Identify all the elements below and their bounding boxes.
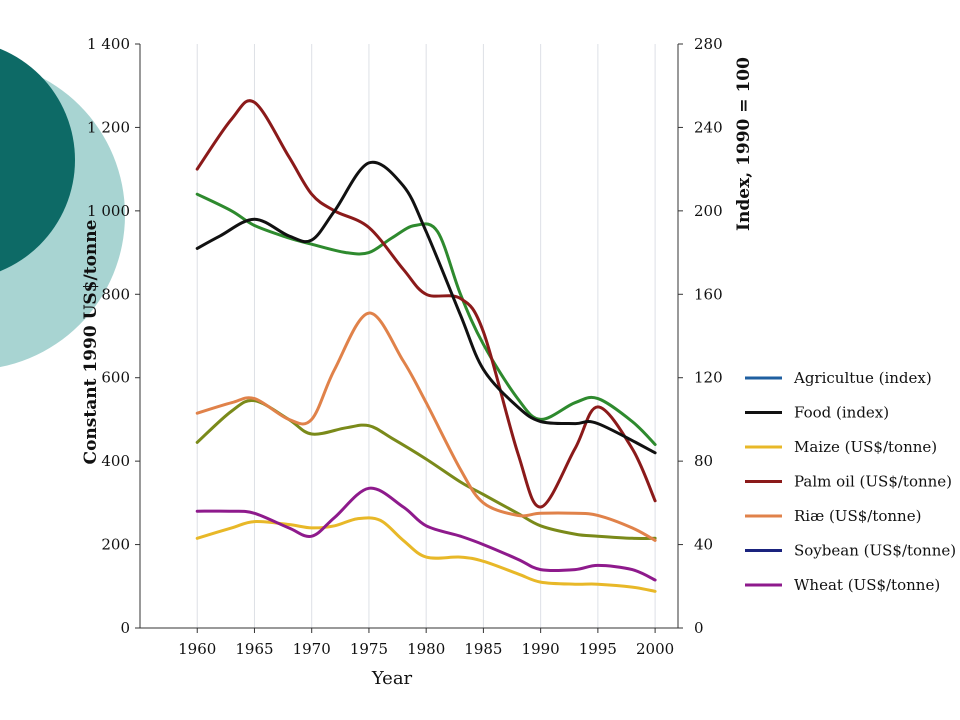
- y-tick-label-left: 1 200: [87, 118, 130, 136]
- y-tick-label-right: 0: [694, 619, 704, 637]
- legend-label: Agricultue (index): [793, 369, 932, 387]
- x-tick-label: 1985: [464, 640, 502, 658]
- legend-label: Maize (US$/tonne): [794, 438, 937, 456]
- y-tick-label-left: 600: [101, 369, 130, 387]
- series-line-6: [195, 486, 657, 582]
- x-axis-title: Year: [371, 668, 413, 689]
- y-axis-title-left: Constant 1990 US$/tonne: [81, 219, 101, 464]
- legend-entry: Soybean (US$/tonne): [745, 542, 956, 560]
- decor-circle-dark: [0, 48, 75, 272]
- y-tick-label-right: 280: [694, 35, 723, 53]
- x-tick-label: 1980: [407, 640, 445, 658]
- y-tick-label-left: 200: [101, 536, 130, 554]
- series-line-1: [195, 160, 657, 455]
- series-line-4: [195, 311, 657, 542]
- series-line-7: [195, 192, 657, 446]
- legend-label: Wheat (US$/tonne): [794, 576, 940, 594]
- x-tick-label: 1960: [178, 640, 216, 658]
- series-lines: [195, 99, 657, 593]
- tick-labels: 1960 1965 1970 1975 1980 1985 1990 1995 20000200…: [87, 35, 723, 658]
- legend-entry: Food (index): [745, 404, 889, 422]
- legend-label: Soybean (US$/tonne): [794, 542, 956, 560]
- y-tick-label-right: 240: [694, 118, 723, 136]
- y-tick-label-left: 1 400: [87, 35, 130, 53]
- y-tick-label-left: 1 000: [87, 202, 130, 220]
- legend-entry: Palm oil (US$/tonne): [745, 473, 952, 491]
- y-tick-label-left: 800: [101, 285, 130, 303]
- legend: Agricultue (index) Food (index) Maize (US$…: [745, 369, 956, 594]
- x-tick-label: 1990: [522, 640, 560, 658]
- x-tick-label: 2000: [636, 640, 674, 658]
- y-tick-label-right: 200: [694, 202, 723, 220]
- axes: [139, 44, 679, 629]
- x-tick-label: 1965: [235, 640, 273, 658]
- y-tick-label-left: 400: [101, 452, 130, 470]
- y-tick-label-right: 40: [694, 536, 713, 554]
- legend-entry: Maize (US$/tonne): [745, 438, 937, 456]
- legend-entry: Agricultue (index): [745, 369, 932, 387]
- y-axis-title-right: Index, 1990 = 100: [734, 57, 754, 231]
- y-tick-label-right: 80: [694, 452, 713, 470]
- legend-label: Palm oil (US$/tonne): [794, 473, 952, 491]
- series-line-3: [195, 99, 657, 509]
- x-tick-label: 1975: [350, 640, 388, 658]
- grid: [196, 44, 656, 628]
- legend-entry: Wheat (US$/tonne): [745, 576, 940, 594]
- series-line-2: [195, 516, 657, 593]
- legend-label: Food (index): [794, 404, 889, 422]
- legend-entry: Riæ (US$/tonne): [745, 507, 921, 525]
- x-tick-label: 1995: [579, 640, 617, 658]
- y-tick-label-left: 0: [120, 619, 130, 637]
- y-tick-label-right: 120: [694, 369, 723, 387]
- x-tick-label: 1970: [293, 640, 331, 658]
- legend-label: Riæ (US$/tonne): [794, 507, 921, 525]
- y-tick-label-right: 160: [694, 285, 723, 303]
